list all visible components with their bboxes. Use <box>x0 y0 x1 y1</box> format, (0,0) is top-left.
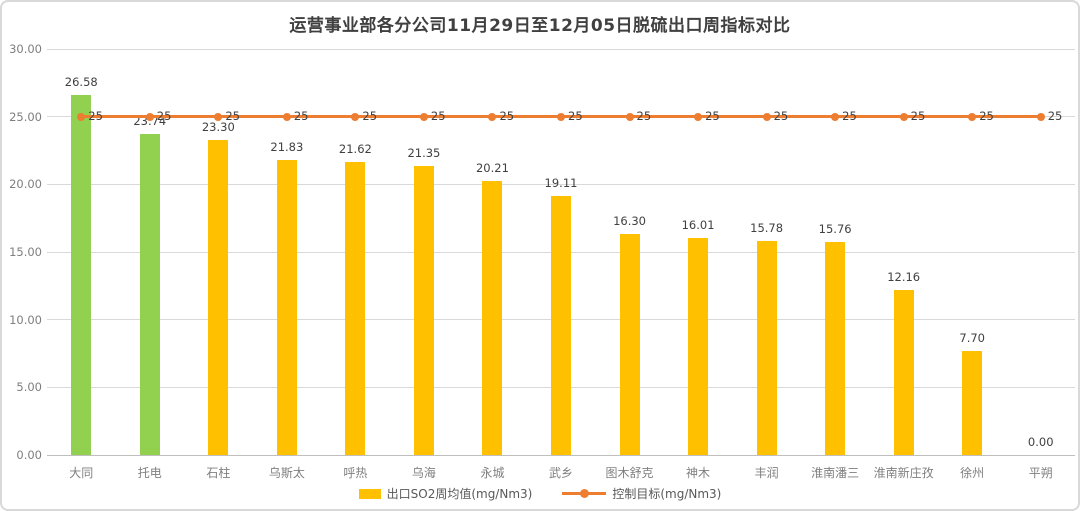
target-value-label: 25 <box>1047 108 1063 123</box>
y-tick-label: 25.00 <box>9 109 42 124</box>
bar-value-label: 0.00 <box>1027 435 1054 449</box>
target-marker-icon <box>1036 112 1045 121</box>
target-value-label: 25 <box>910 108 926 123</box>
y-tick-label: 30.00 <box>9 42 42 56</box>
x-category-label: 图木舒克 <box>605 466 654 480</box>
target-marker-icon <box>625 112 634 121</box>
y-tick-label: 10.00 <box>9 312 42 327</box>
gridline <box>47 454 1075 456</box>
target-value-label: 25 <box>842 108 857 123</box>
bar-value-label: 15.78 <box>750 221 784 236</box>
target-marker-icon <box>214 112 223 121</box>
bar <box>208 139 229 455</box>
bar-value-label: 15.76 <box>818 221 852 236</box>
y-tick-label: 5.00 <box>16 380 42 395</box>
target-marker-icon <box>557 112 565 121</box>
x-category-label: 石柱 <box>206 466 231 480</box>
x-category-label: 淮南新庄孜 <box>873 466 934 480</box>
x-category-label: 平朔 <box>1028 466 1053 480</box>
target-marker-icon <box>282 112 291 121</box>
bar-value-label: 20.21 <box>475 161 509 176</box>
bar <box>893 290 914 455</box>
bar <box>345 162 366 455</box>
chart-title: 运营事业部各分公司11月29日至12月05日脱硫出口周指标对比 <box>289 16 791 36</box>
legend-label-bar-series: 出口SO2周均值(mg/Nm3) <box>386 487 533 501</box>
line-series-swatch-icon <box>562 489 607 498</box>
target-value-label: 25 <box>293 108 309 123</box>
x-category-label: 呼热 <box>343 466 368 480</box>
target-value-label: 25 <box>568 108 583 123</box>
target-value-label: 25 <box>636 108 652 123</box>
bar-value-label: 23.30 <box>201 119 235 134</box>
target-value-label: 25 <box>979 108 994 123</box>
x-category-label: 神木 <box>686 466 711 480</box>
target-value-label: 25 <box>225 108 240 123</box>
bar <box>756 241 777 455</box>
gridline <box>47 183 1075 185</box>
line-marker-icon <box>580 489 590 498</box>
target-value-label: 25 <box>705 108 720 123</box>
bar <box>962 350 983 455</box>
y-tick-label: 20.00 <box>9 177 42 192</box>
bar <box>825 241 846 455</box>
bar-value-label: 12.16 <box>887 270 921 285</box>
x-category-label: 大同 <box>69 466 94 480</box>
x-category-label: 丰润 <box>754 466 779 480</box>
target-value-label: 25 <box>362 108 378 123</box>
bar-value-label: 21.62 <box>338 142 372 157</box>
bar-value-label: 21.83 <box>270 139 304 154</box>
bar <box>276 159 297 455</box>
target-value-label: 25 <box>499 108 515 123</box>
target-marker-icon <box>968 112 977 121</box>
target-marker-icon <box>694 112 703 121</box>
bar-value-label: 19.11 <box>544 176 578 191</box>
legend-item-line-series: 控制目标(mg/Nm3) <box>562 485 721 502</box>
x-category-label: 武乡 <box>548 466 573 480</box>
x-category-label: 托电 <box>137 466 162 480</box>
x-category-label: 徐州 <box>960 466 985 480</box>
target-value-label: 25 <box>773 108 789 123</box>
bar-value-label: 16.01 <box>681 218 715 233</box>
bar <box>413 166 434 455</box>
gridline <box>47 48 1075 50</box>
target-marker-icon <box>899 112 908 121</box>
bar <box>139 133 160 455</box>
x-category-label: 永城 <box>480 466 505 480</box>
bar <box>619 234 640 455</box>
target-marker-icon <box>77 112 86 121</box>
legend: 出口SO2周均值(mg/Nm3) 控制目标(mg/Nm3) <box>2 485 1078 502</box>
y-tick-label: 0.00 <box>16 448 42 462</box>
y-tick-label: 15.00 <box>9 245 42 259</box>
target-marker-icon <box>145 112 154 121</box>
target-value-label: 25 <box>430 108 446 123</box>
target-marker-icon <box>831 112 840 121</box>
legend-item-bar-series: 出口SO2周均值(mg/Nm3) <box>358 485 533 502</box>
target-value-label: 25 <box>156 108 172 123</box>
target-value-label: 25 <box>88 108 103 123</box>
bar <box>71 95 92 455</box>
bar <box>482 181 503 455</box>
bar-series-swatch-icon <box>358 488 381 499</box>
target-marker-icon <box>488 112 497 121</box>
target-marker-icon <box>762 112 771 121</box>
legend-label-line-series: 控制目标(mg/Nm3) <box>612 487 722 501</box>
bar-value-label: 16.30 <box>613 214 646 229</box>
target-marker-icon <box>351 112 360 121</box>
bar-value-label: 21.35 <box>407 146 441 161</box>
bar-value-label: 7.70 <box>959 330 985 345</box>
x-category-label: 乌斯太 <box>268 466 305 480</box>
bar <box>688 238 709 455</box>
x-category-label: 乌海 <box>411 466 436 480</box>
bar-value-label: 26.58 <box>64 75 98 90</box>
target-marker-icon <box>419 112 428 121</box>
bar <box>551 196 571 455</box>
x-category-label: 淮南潘三 <box>811 466 860 480</box>
